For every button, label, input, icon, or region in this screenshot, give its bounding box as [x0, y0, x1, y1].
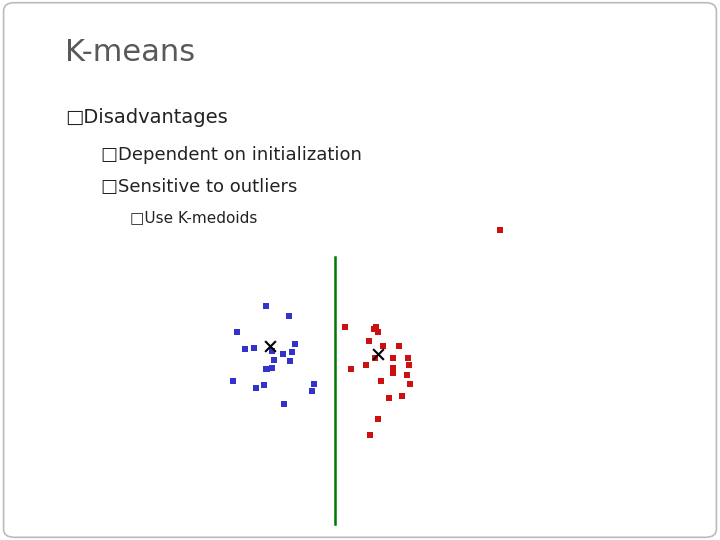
- Point: [258, 381, 270, 390]
- Point: [397, 392, 408, 400]
- Point: [371, 322, 382, 331]
- Point: [264, 341, 276, 350]
- Point: [363, 337, 374, 346]
- Point: [228, 377, 239, 386]
- Point: [360, 361, 372, 369]
- Point: [277, 350, 289, 359]
- Point: [369, 325, 380, 333]
- Point: [387, 369, 399, 377]
- Point: [495, 225, 506, 234]
- Point: [346, 364, 357, 373]
- Point: [251, 384, 262, 393]
- Point: [383, 394, 395, 402]
- Point: [401, 370, 413, 379]
- Point: [283, 312, 294, 320]
- Point: [364, 431, 375, 440]
- Point: [404, 380, 415, 388]
- Point: [387, 364, 398, 373]
- Text: □Disadvantages: □Disadvantages: [65, 108, 228, 127]
- Point: [372, 328, 384, 336]
- Point: [308, 379, 320, 388]
- Point: [248, 344, 260, 353]
- Point: [284, 357, 295, 366]
- FancyBboxPatch shape: [4, 3, 716, 537]
- Point: [339, 323, 351, 332]
- Point: [279, 400, 290, 409]
- Point: [289, 340, 301, 348]
- Point: [402, 354, 413, 362]
- Point: [232, 328, 243, 337]
- Point: [266, 347, 278, 355]
- Point: [377, 342, 388, 350]
- Point: [372, 414, 384, 423]
- Point: [375, 376, 387, 385]
- Point: [239, 345, 251, 353]
- Point: [403, 361, 415, 369]
- Point: [372, 349, 384, 358]
- Point: [261, 365, 272, 374]
- Text: □Use K-medoids: □Use K-medoids: [130, 211, 257, 226]
- Point: [394, 342, 405, 350]
- Text: □Dependent on initialization: □Dependent on initialization: [101, 146, 361, 164]
- Point: [369, 354, 380, 362]
- Point: [266, 363, 278, 372]
- Point: [307, 386, 318, 395]
- Point: [287, 348, 298, 356]
- Point: [387, 354, 399, 362]
- Point: [261, 365, 272, 374]
- Text: K-means: K-means: [65, 38, 195, 67]
- Point: [269, 355, 280, 364]
- Text: □Sensitive to outliers: □Sensitive to outliers: [101, 178, 297, 196]
- Point: [261, 301, 272, 310]
